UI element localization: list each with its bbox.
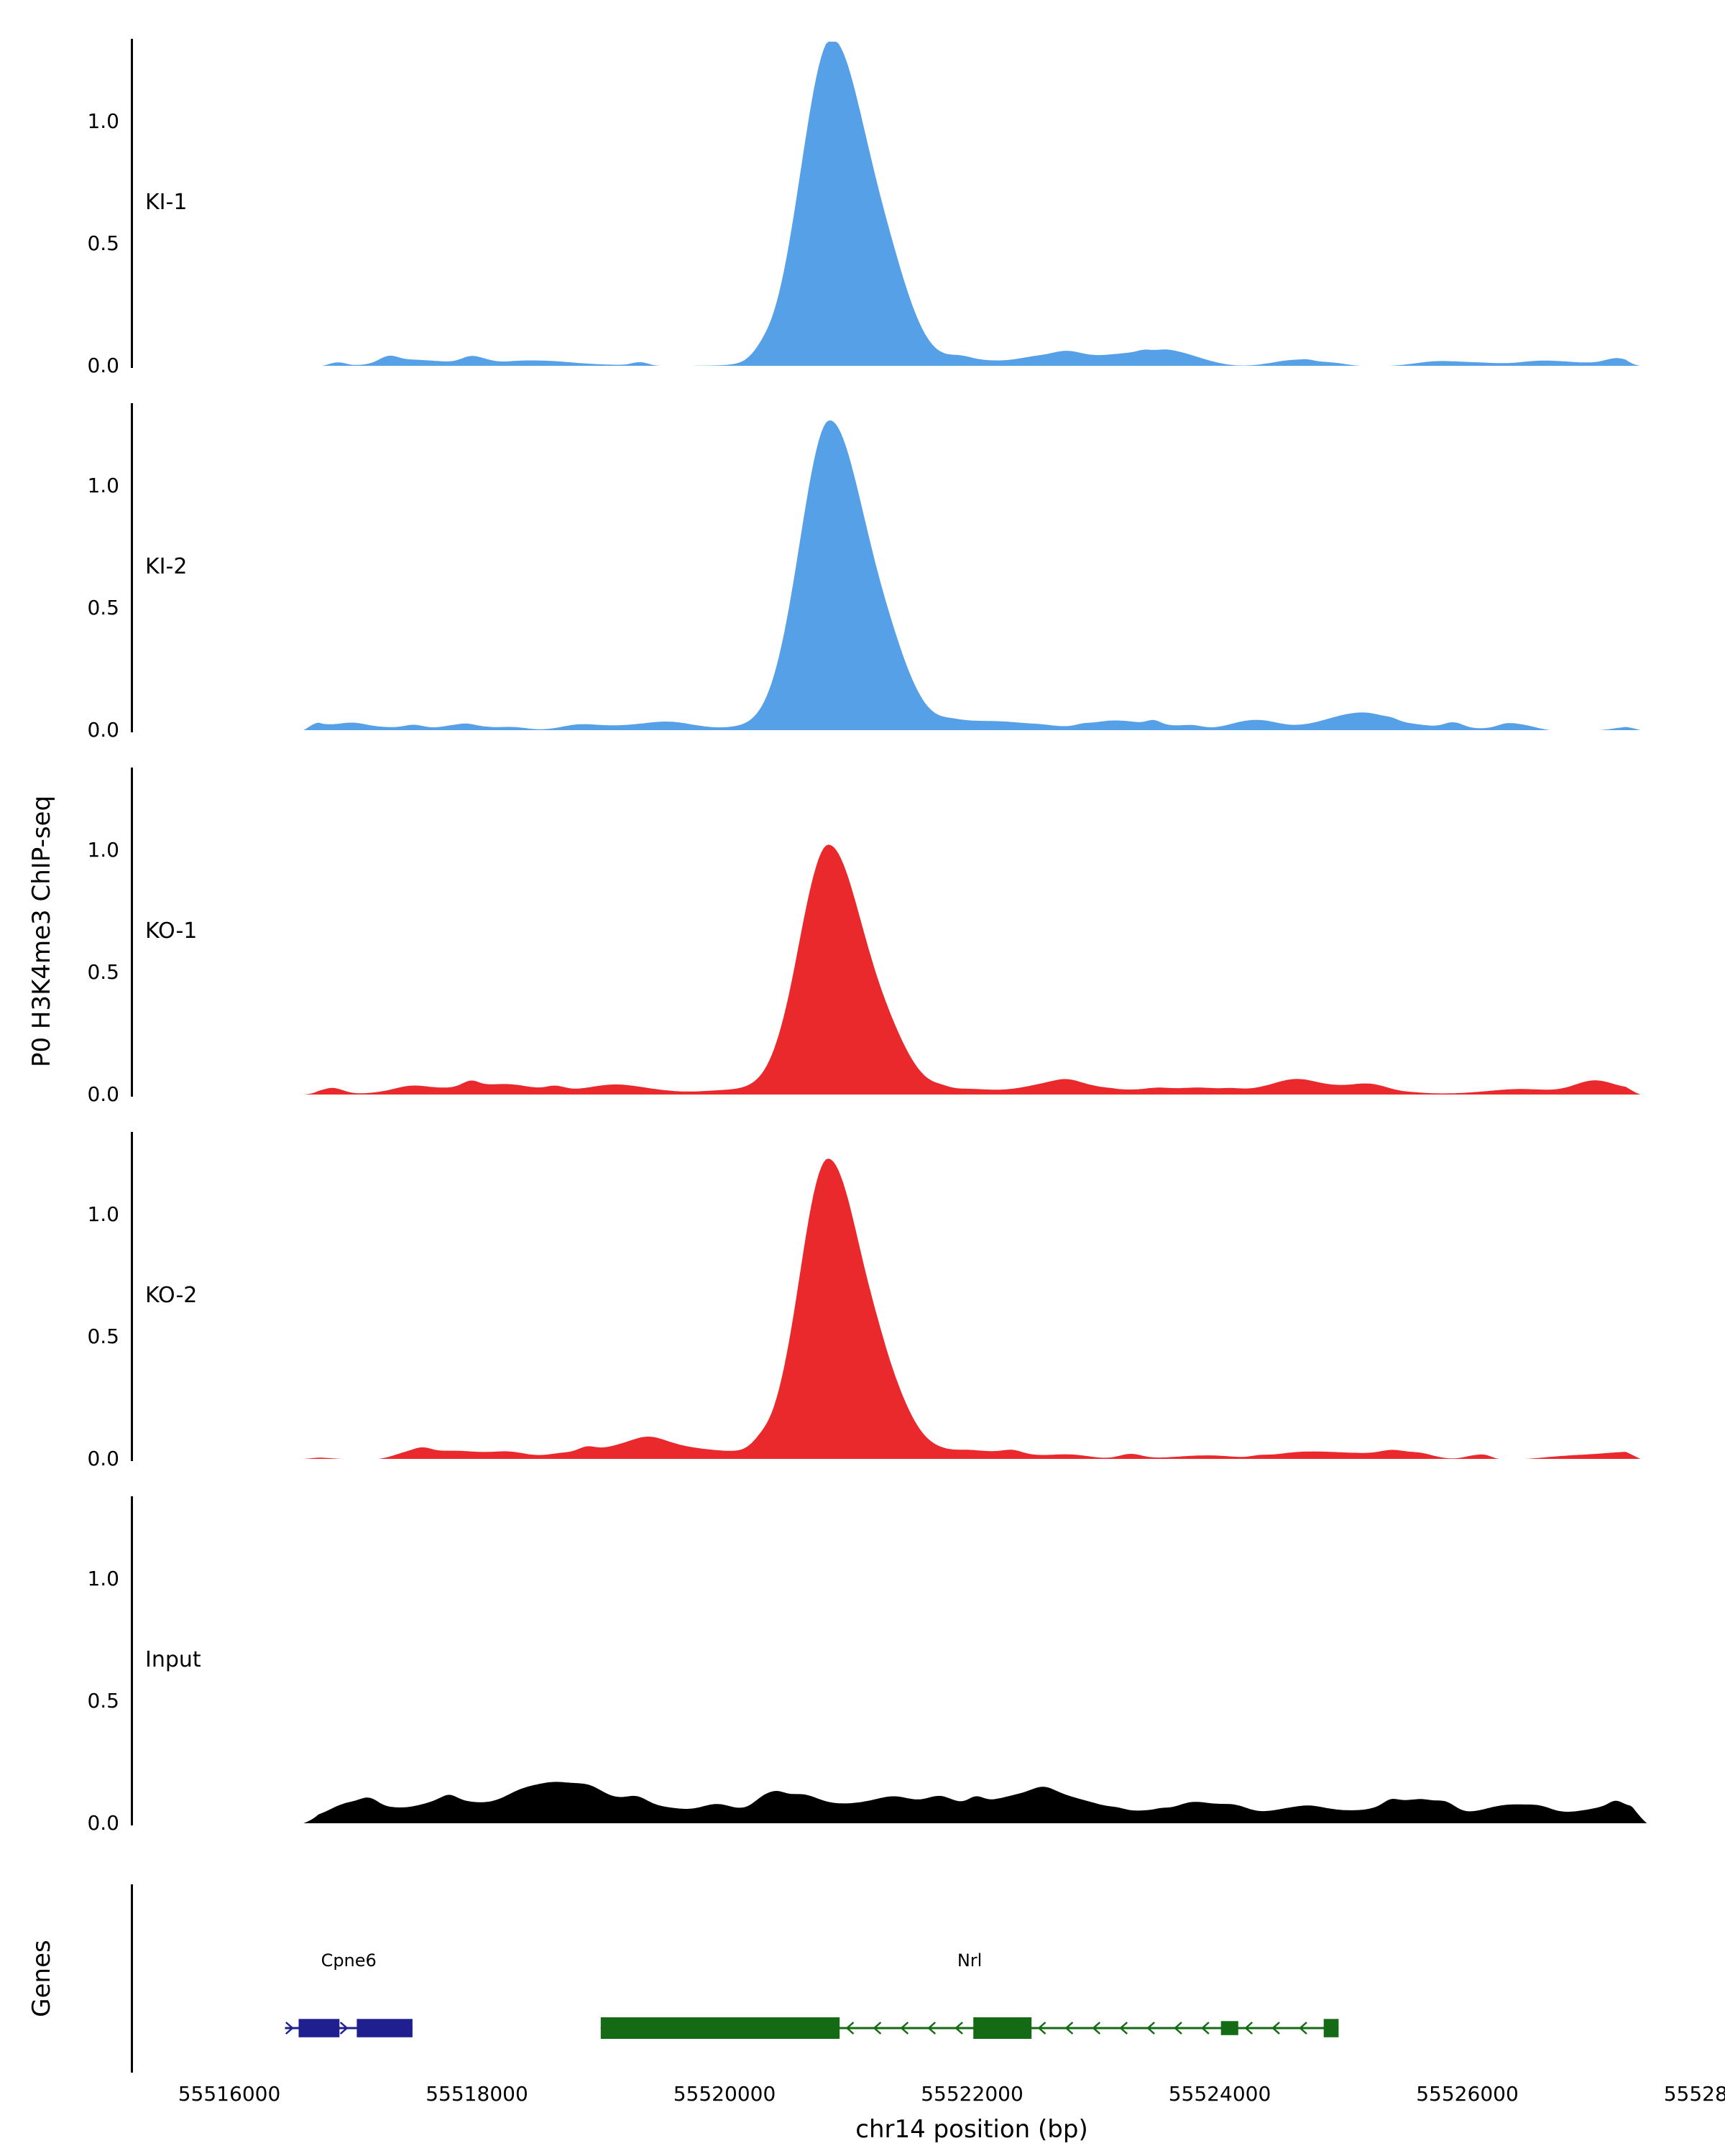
signal-area <box>303 1158 1641 1459</box>
y-tick-label: 1.0 <box>87 1202 119 1226</box>
y-axis-line <box>131 768 133 1097</box>
gene-exon <box>1220 2021 1238 2035</box>
y-axis-line <box>131 1496 133 1825</box>
x-tick-label: 55518000 <box>426 2082 528 2106</box>
strand-arrow-icon <box>927 2022 937 2035</box>
signal-area <box>303 1782 1647 1823</box>
strand-arrow-icon <box>285 2022 294 2035</box>
track-panel: 0.0 0.5 1.0 KO-1 <box>0 768 1725 1105</box>
y-tick-label: 0.0 <box>87 1447 119 1470</box>
track-label: KI-2 <box>145 553 188 579</box>
genes-plot: Cpne6 Nrl <box>285 1950 1339 2039</box>
strand-arrow-icon <box>1174 2022 1182 2035</box>
track-label: KO-2 <box>145 1282 198 1308</box>
strand-arrow-icon <box>1146 2022 1155 2035</box>
y-axis-line <box>131 403 133 732</box>
track-panel: 0.0 0.5 1.0 KI-1 <box>0 39 1725 376</box>
y-tick-label: 0.5 <box>87 231 119 255</box>
strand-arrow-icon <box>1064 2022 1074 2035</box>
x-tick-label: 55516000 <box>178 2082 281 2106</box>
gene-label: Cpne6 <box>321 1950 377 1971</box>
y-axis-line <box>131 1884 133 2073</box>
y-tick-label: 0.5 <box>87 1689 119 1713</box>
strand-arrow-icon <box>1201 2022 1210 2035</box>
gene-exon <box>298 2019 340 2037</box>
gene-exon <box>600 2017 840 2039</box>
gene-label: Nrl <box>957 1950 983 1971</box>
strand-arrow-icon <box>1037 2022 1046 2035</box>
gene-exon <box>356 2019 413 2037</box>
track-panel: 0.0 0.5 1.0 KI-2 <box>0 403 1725 740</box>
signal-plot <box>303 420 1641 730</box>
y-tick-label: 0.0 <box>87 354 119 377</box>
strand-arrow-icon <box>873 2022 882 2035</box>
y-tick-label: 0.0 <box>87 1811 119 1835</box>
track-panel: 0.0 0.5 1.0 KO-2 <box>0 1132 1725 1469</box>
strand-arrow-icon <box>1119 2022 1128 2035</box>
x-axis-title: chr14 position (bp) <box>855 2115 1088 2144</box>
strand-arrow-icon <box>1271 2022 1280 2035</box>
signal-area <box>303 42 1641 366</box>
y-tick-label: 1.0 <box>87 1567 119 1590</box>
signal-plot <box>303 1158 1641 1459</box>
track-label: KO-1 <box>145 918 198 944</box>
x-tick-label: 55524000 <box>1168 2082 1271 2106</box>
x-tick-label: 55528000 <box>1663 2082 1725 2106</box>
track-label: KI-1 <box>145 189 188 215</box>
y-axis-line <box>131 39 133 368</box>
x-tick-label: 55522000 <box>921 2082 1024 2106</box>
strand-arrow-icon <box>954 2022 963 2035</box>
signal-plot <box>303 844 1641 1095</box>
track-panel: 0.0 0.5 1.0 Input <box>0 1496 1725 1833</box>
y-tick-label: 1.0 <box>87 838 119 862</box>
y-tick-label: 1.0 <box>87 109 119 133</box>
x-tick-label: 55520000 <box>673 2082 776 2106</box>
gene-model: Cpne6 <box>285 1950 413 2037</box>
signal-area <box>303 844 1641 1095</box>
gene-model: Nrl <box>600 1950 1339 2039</box>
y-tick-label: 0.0 <box>87 718 119 742</box>
gene-exon <box>1323 2019 1339 2037</box>
y-tick-label: 0.0 <box>87 1082 119 1106</box>
strand-arrow-icon <box>1299 2022 1307 2035</box>
y-tick-label: 0.5 <box>87 596 119 619</box>
track-label: Input <box>145 1646 201 1672</box>
signal-plot <box>303 42 1641 366</box>
strand-arrow-icon <box>900 2022 909 2035</box>
strand-arrow-icon <box>1092 2022 1101 2035</box>
y-tick-label: 0.5 <box>87 1325 119 1348</box>
y-axis-line <box>131 1132 133 1461</box>
y-tick-label: 1.0 <box>87 474 119 497</box>
y-tick-label: 0.5 <box>87 960 119 984</box>
strand-arrow-icon <box>339 2022 349 2035</box>
signal-area <box>303 420 1641 730</box>
strand-arrow-icon <box>845 2022 855 2035</box>
genes-panel: Cpne6 Nrl <box>0 1884 1725 2073</box>
x-tick-label: 55526000 <box>1416 2082 1519 2106</box>
gene-exon <box>973 2017 1032 2039</box>
signal-plot <box>303 1782 1647 1823</box>
strand-arrow-icon <box>1244 2022 1254 2035</box>
